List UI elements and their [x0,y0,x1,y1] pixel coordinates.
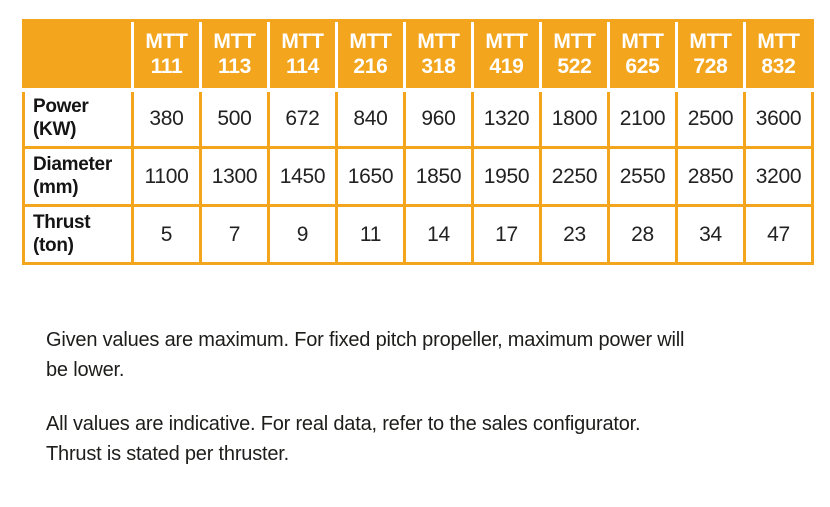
power-value-cell: 672 [267,88,338,149]
model-brand: MTT [553,29,596,53]
model-code: 419 [489,54,524,78]
diameter-value-cell: 1300 [199,146,270,207]
model-brand: MTT [689,29,732,53]
power-value-cell: 1800 [539,88,610,149]
thrust-value-cell: 14 [403,204,474,265]
diameter-value-cell: 1450 [267,146,338,207]
power-value-cell: 1320 [471,88,542,149]
thrust-value-cell: 5 [131,204,202,265]
thrust-value-cell: 11 [335,204,406,265]
power-value-cell: 380 [131,88,202,149]
model-code: 111 [150,54,183,78]
diameter-value-cell: 3200 [743,146,814,207]
model-code: 318 [421,54,456,78]
row-label-power: Power (KW) [22,88,134,149]
diameter-value-cell: 1100 [131,146,202,207]
diameter-value-cell: 2850 [675,146,746,207]
thrust-value-cell: 17 [471,204,542,265]
row-label-diameter: Diameter (mm) [22,146,134,207]
row-label-thrust: Thrust (ton) [22,204,134,265]
note-indicative-values: All values are indicative. For real data… [46,413,641,465]
column-header-mtt-832: MTT 832 [743,19,814,92]
table-row-diameter: Diameter (mm) 1100 1300 1450 1650 1850 1… [22,146,814,207]
model-brand: MTT [621,29,664,53]
note-maximum-values: Given values are maximum. For fixed pitc… [46,329,685,381]
column-header-mtt-111: MTT 111 [131,19,201,92]
column-header-mtt-728: MTT 728 [675,19,745,92]
table-header-row: MTT 111 MTT 113 MTT 114 MTT 216 MTT 31 [22,19,814,92]
model-brand: MTT [417,29,460,53]
model-brand: MTT [145,29,188,53]
table-row-thrust: Thrust (ton) 5 7 9 11 14 17 23 28 34 47 [22,204,814,265]
power-value-cell: 840 [335,88,406,149]
thrust-value-cell: 9 [267,204,338,265]
column-header-mtt-114: MTT 114 [267,19,337,92]
corner-cell [22,19,133,92]
thrust-value-cell: 7 [199,204,270,265]
model-code: 216 [353,54,388,78]
diameter-value-cell: 1650 [335,146,406,207]
column-header-mtt-625: MTT 625 [607,19,677,92]
column-header-mtt-113: MTT 113 [199,19,269,92]
power-value-cell: 960 [403,88,474,149]
table-row-power: Power (KW) 380 500 672 840 960 1320 1800… [22,88,814,149]
power-value-cell: 500 [199,88,270,149]
thrust-value-cell: 34 [675,204,746,265]
model-code: 728 [693,54,728,78]
model-brand: MTT [349,29,392,53]
power-value-cell: 2500 [675,88,746,149]
thrust-value-cell: 47 [743,204,814,265]
power-value-cell: 3600 [743,88,814,149]
model-code: 625 [625,54,660,78]
column-header-mtt-318: MTT 318 [403,19,473,92]
diameter-value-cell: 2550 [607,146,678,207]
model-brand: MTT [485,29,528,53]
model-brand: MTT [757,29,800,53]
diameter-value-cell: 2250 [539,146,610,207]
diameter-value-cell: 1950 [471,146,542,207]
diameter-value-cell: 1850 [403,146,474,207]
model-code: 832 [761,54,796,78]
column-header-mtt-216: MTT 216 [335,19,405,92]
thrust-value-cell: 23 [539,204,610,265]
model-code: 522 [557,54,592,78]
column-header-mtt-522: MTT 522 [539,19,609,92]
model-brand: MTT [281,29,324,53]
model-code: 113 [218,54,251,78]
column-header-mtt-419: MTT 419 [471,19,541,92]
model-brand: MTT [213,29,256,53]
thrust-value-cell: 28 [607,204,678,265]
model-code: 114 [286,54,319,78]
power-value-cell: 2100 [607,88,678,149]
notes-section: Given values are maximum. For fixed pitc… [46,325,830,469]
thruster-spec-table: MTT 111 MTT 113 MTT 114 MTT 216 MTT 31 [22,19,814,265]
